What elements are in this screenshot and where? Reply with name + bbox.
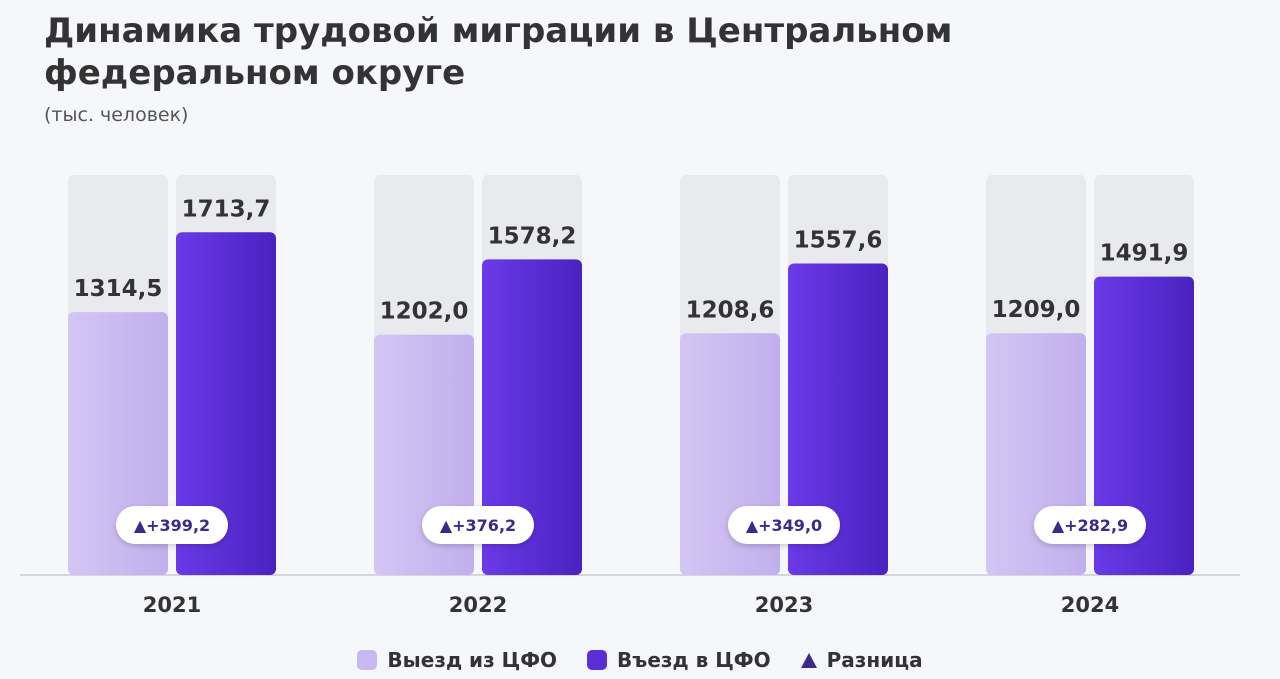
triangle-icon [800,652,817,668]
bar-chart: 1314,5 1713,7 ▲+399,2 2021 1202,0 1578,2 ▲+376… [20,175,1240,617]
bar-entry-2023 [788,263,888,575]
bar-label-entry-2023: 1557,6 [794,227,883,253]
x-tick-label-2023: 2023 [755,593,813,617]
legend-swatch-exit [357,650,378,670]
diff-pill-2023 [728,506,840,544]
bar-label-entry-2024: 1491,9 [1100,241,1189,267]
bar-label-exit-2021: 1314,5 [74,276,163,302]
legend-label-diff: Разница [826,648,923,672]
diff-label-2024: ▲+282,9 [1052,516,1128,535]
diff-pill-2021 [116,506,228,544]
diff-pill-2022 [422,506,534,544]
chart-title: Динамика трудовой миграции в Центральном… [44,11,953,93]
bar-label-exit-2022: 1202,0 [380,299,469,325]
bar-entry-2021 [176,232,276,575]
diff-label-2022: ▲+376,2 [440,516,516,535]
x-tick-label-2021: 2021 [143,593,201,617]
bar-label-exit-2024: 1209,0 [992,297,1081,323]
legend-item-diff: Разница [800,648,923,672]
chart-subtitle: (тыс. человек) [44,104,189,126]
legend-item-exit: Выезд из ЦФО [357,648,557,672]
x-tick-label-2022: 2022 [449,593,507,617]
bar-entry-2024 [1094,276,1194,575]
bar-label-exit-2023: 1208,6 [686,297,775,323]
legend-label-exit: Выезд из ЦФО [387,648,558,672]
x-tick-label-2024: 2024 [1061,593,1119,617]
chart-legend: Выезд из ЦФО Въезд в ЦФО Разница [0,648,1280,672]
diff-label-2021: ▲+399,2 [134,516,210,535]
bar-label-entry-2021: 1713,7 [182,196,271,222]
legend-item-entry: Въезд в ЦФО [587,648,771,672]
diff-label-2023: ▲+349,0 [746,516,822,535]
legend-label-entry: Въезд в ЦФО [617,648,771,672]
diff-pill-2024 [1034,506,1146,544]
bar-label-entry-2022: 1578,2 [488,223,577,249]
bar-entry-2022 [482,259,582,575]
legend-swatch-entry [587,650,608,670]
